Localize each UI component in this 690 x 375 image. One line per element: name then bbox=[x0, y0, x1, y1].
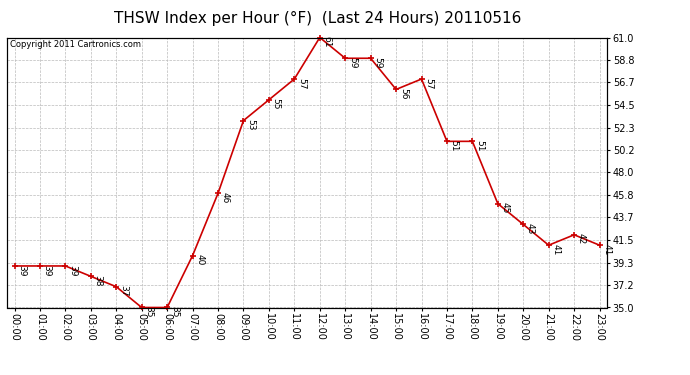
Text: 51: 51 bbox=[450, 140, 459, 152]
Text: 42: 42 bbox=[577, 233, 586, 244]
Text: 61: 61 bbox=[322, 36, 332, 48]
Text: 38: 38 bbox=[94, 275, 103, 286]
Text: 56: 56 bbox=[399, 88, 408, 99]
Text: Copyright 2011 Cartronics.com: Copyright 2011 Cartronics.com bbox=[10, 40, 141, 49]
Text: 57: 57 bbox=[424, 78, 433, 89]
Text: 46: 46 bbox=[221, 192, 230, 203]
Text: 39: 39 bbox=[43, 265, 52, 276]
Text: 39: 39 bbox=[68, 265, 77, 276]
Text: 35: 35 bbox=[144, 306, 153, 318]
Text: 41: 41 bbox=[551, 244, 560, 255]
Text: 37: 37 bbox=[119, 285, 128, 297]
Text: 39: 39 bbox=[17, 265, 26, 276]
Text: 43: 43 bbox=[526, 223, 535, 234]
Text: THSW Index per Hour (°F)  (Last 24 Hours) 20110516: THSW Index per Hour (°F) (Last 24 Hours)… bbox=[114, 11, 521, 26]
Text: 53: 53 bbox=[246, 119, 255, 131]
Text: 35: 35 bbox=[170, 306, 179, 318]
Text: 40: 40 bbox=[195, 254, 204, 266]
Text: 59: 59 bbox=[373, 57, 382, 68]
Text: 41: 41 bbox=[602, 244, 611, 255]
Text: 59: 59 bbox=[348, 57, 357, 68]
Text: 55: 55 bbox=[272, 98, 281, 110]
Text: 51: 51 bbox=[475, 140, 484, 152]
Text: 45: 45 bbox=[501, 202, 510, 214]
Text: 57: 57 bbox=[297, 78, 306, 89]
